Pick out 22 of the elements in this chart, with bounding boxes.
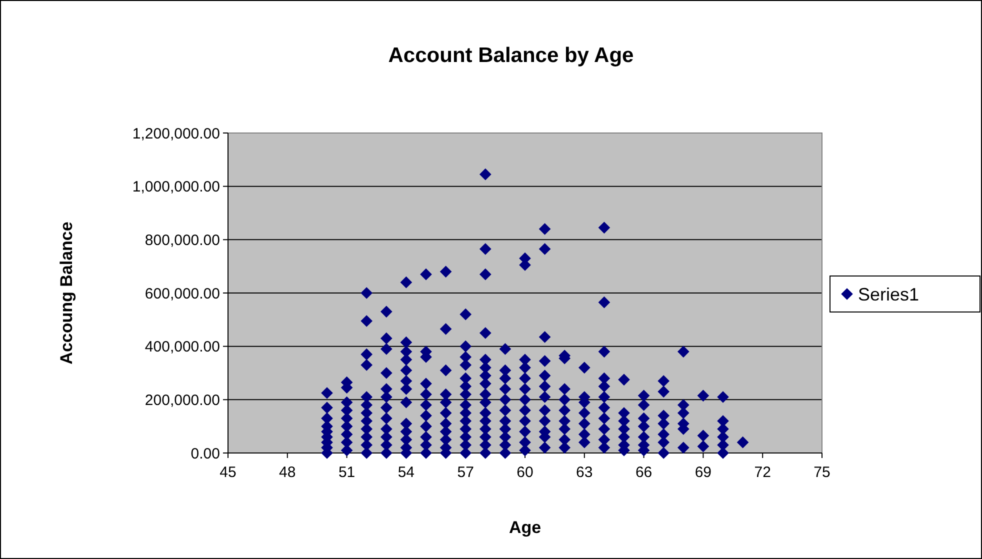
chart-title: Account Balance by Age <box>388 44 634 67</box>
y-tick-label: 0.00 <box>190 445 220 462</box>
x-tick-label: 75 <box>814 464 830 481</box>
x-tick-label: 63 <box>576 464 593 481</box>
x-tick-label: 57 <box>457 464 474 481</box>
x-axis-title: Age <box>508 518 542 537</box>
y-tick-label: 1,000,000.00 <box>132 178 220 196</box>
y-tick-label: 400,000.00 <box>144 338 220 356</box>
x-tick-label: 51 <box>338 464 356 481</box>
x-tick-label: 66 <box>635 464 652 481</box>
y-tick-label: 200,000.00 <box>144 392 220 409</box>
y-tick-label: 800,000.00 <box>144 232 220 249</box>
x-tick-label: 48 <box>279 464 296 481</box>
x-tick-label: 72 <box>754 464 771 481</box>
y-axis-title: Accoung Balance <box>57 222 76 364</box>
x-tick-label: 60 <box>516 464 534 481</box>
x-tick-label: 45 <box>220 464 236 481</box>
y-tick-label: 600,000.00 <box>144 285 220 302</box>
x-tick-label: 69 <box>694 464 712 481</box>
y-tick-label: 1,200,000.00 <box>132 125 220 142</box>
x-tick-label: 54 <box>398 464 415 481</box>
legend-label: Series1 <box>858 284 920 304</box>
